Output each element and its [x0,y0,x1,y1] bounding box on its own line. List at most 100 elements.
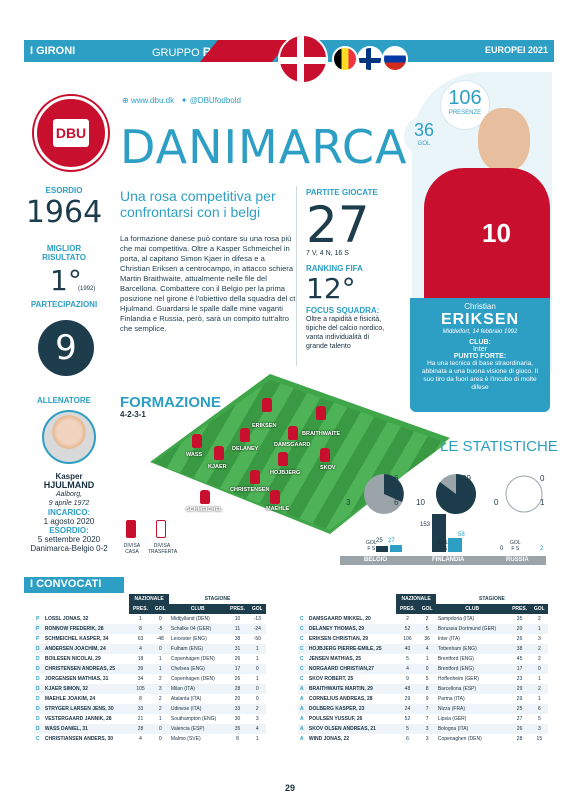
club-gol-cell: 6 [530,704,548,714]
club-cell: Sampdoria (ITA) [437,616,475,622]
club-cell: Chelsea (ENG) [168,664,227,674]
role-cell: D [36,656,40,662]
convocati-title: I CONVOCATI [24,577,124,593]
pres-cell: 6 [406,736,409,742]
club-gol-cell: 1 [248,644,266,654]
player-cell: POULSEN YUSSUF, 26 [308,716,363,722]
role-cell: C [300,676,304,682]
table-row: C HOJBJERG PIERRE-EMILE, 25 40 4 Tottenham (… [298,644,548,654]
player-damsgaard [288,426,298,440]
role-cell: A [300,736,304,742]
club-pres-cell: 35 [226,724,249,734]
club-pres-cell: 20 [234,696,241,702]
club-pres-cell: 26 [234,656,241,662]
player-cell: NORGAARD CHRISTIAN,27 [306,664,397,674]
team-name: DANIMARCA [120,120,408,174]
club-cell: Malmo (SVE) [170,736,201,742]
gol-cell: 2 [151,704,169,714]
gol-legend-belgio: GOL F S [366,540,377,552]
twitter-handle[interactable]: @DBUfodbold [189,96,241,105]
table-row: C SKOV ROBERT, 25 9 5 Hoffenheim (GER) 23 1 [298,674,548,684]
club-pres-cell: 33 [226,704,249,714]
club-gol-cell: 0 [248,684,266,694]
club-cell: Milan (ITA) [168,684,227,694]
gol-cell: 1 [158,656,162,662]
table-row: D CHRISTENSEN ANDREAS, 25 39 1 Chelsea (ENG)… [34,664,266,674]
club-cell: Hoffenheim (GER) [437,676,479,682]
player-delaney [240,428,250,442]
club-cell: Copenhagen (DEN) [170,656,215,662]
table-row: D KJAER SIMON, 32 105 3 Milan (ITA) 28 0 [34,684,266,694]
gol-legend-finlandia: GOL F S [438,540,449,552]
club-pres-cell: 26 [516,636,523,642]
role-cell: D [34,684,43,694]
gol-cell: 2 [158,696,162,702]
player-jersey: 10 [424,168,550,298]
role-cell: P [34,624,43,634]
section-label: I GIRONI [30,45,76,57]
partite-detail: 7 V, 4 N, 16 S [306,250,349,257]
name-wass: WASS [186,452,203,458]
club-gol-cell: -13 [253,616,261,622]
player-cell: CORNELIUS ANDREAS, 28 [308,696,373,702]
away-kit [156,520,166,538]
player-christensen [250,470,260,484]
pres-cell: 4 [129,644,152,654]
club-gol-cell: 3 [255,716,259,722]
pres-cell: 106 [403,636,412,642]
home-kit [126,520,136,538]
club-gol-cell: 15 [536,736,543,742]
player-hojbjerg [278,452,288,466]
club-cell: Fulham (ENG) [168,644,227,654]
player-cell: DAMSGAARD MIKKEL, 20 [308,616,371,622]
club-pres-cell: 38 [234,636,241,642]
gol-cell: 2 [158,676,162,682]
focus-text: Oltre a rapidità e fisicità, tipiche del… [306,316,385,350]
statistiche-title: LE STATISTICHE [440,438,558,455]
club-gol-cell: 1 [530,624,548,634]
table-row: D MAEHLE JOAKIM, 24 8 2 Atalanta (ITA) 20 0 [34,694,266,704]
star-card: Christian ERIKSEN Middelfort, 14 febbrai… [410,298,550,412]
player-cell: WIND JONAS, 22 [308,736,350,742]
club-pres-cell: 26 [508,724,531,734]
website-link[interactable]: www.dbu.dk [130,96,175,105]
bar-belgio-gf [376,546,388,552]
club-pres-cell: 27 [516,716,523,722]
stats-pies [364,474,543,514]
flag-denmark [278,34,328,84]
miglior-year: (1992) [78,286,96,292]
role-cell: D [36,716,40,722]
gol-badge: 36 GOL [404,116,444,156]
player-cell: ERIKSEN CHRISTIAN, 29 [308,636,369,642]
club-cell: Tottenham (ENG) [435,644,509,654]
flag-belgium [332,46,358,72]
club-pres-cell: 29 [508,684,531,694]
club-gol-cell: 0 [530,664,548,674]
gol-cell: 0 [151,724,169,734]
role-cell: D [36,696,40,702]
role-cell: D [34,724,43,734]
club-pres-cell: 17 [508,664,531,674]
gol-cell: -5 [151,624,169,634]
table-row: D WASS DANIEL, 31 28 0 Valencia (ESP) 35 4 [34,724,266,734]
pres-cell: 63 [137,636,144,642]
gol-cell: 0 [151,644,169,654]
pres-cell: 39 [129,664,152,674]
club-gol-cell: 3 [537,636,541,642]
club-cell: Atalanta (ITA) [170,696,202,702]
table-row: A BRAITHWAITE MARTIN, 29 48 8 Barcellona (ES… [298,684,548,694]
player-schmeichel [200,490,210,504]
ranking-label: RANKING FIFA [306,264,363,273]
role-cell: C [300,616,304,622]
pres-cell: 52 [396,624,419,634]
table-row: A WIND JONAS, 22 6 3 Copenaghen (DEN) 28 15 [298,734,548,744]
role-cell: C [298,624,307,634]
name-skov: SKOV [320,465,336,471]
away-kit-label: DIVISA TRASFERTA [148,543,178,555]
gol-cell: 1 [158,716,162,722]
player-cell: BOILESEN NICOLAI, 29 [44,656,101,662]
player-eriksen [262,398,272,412]
formazione-module: 4-2-3-1 [120,410,146,419]
club-gol-cell: -24 [248,624,266,634]
player-cell: STRYGER LARSEN JENS, 30 [42,704,130,714]
